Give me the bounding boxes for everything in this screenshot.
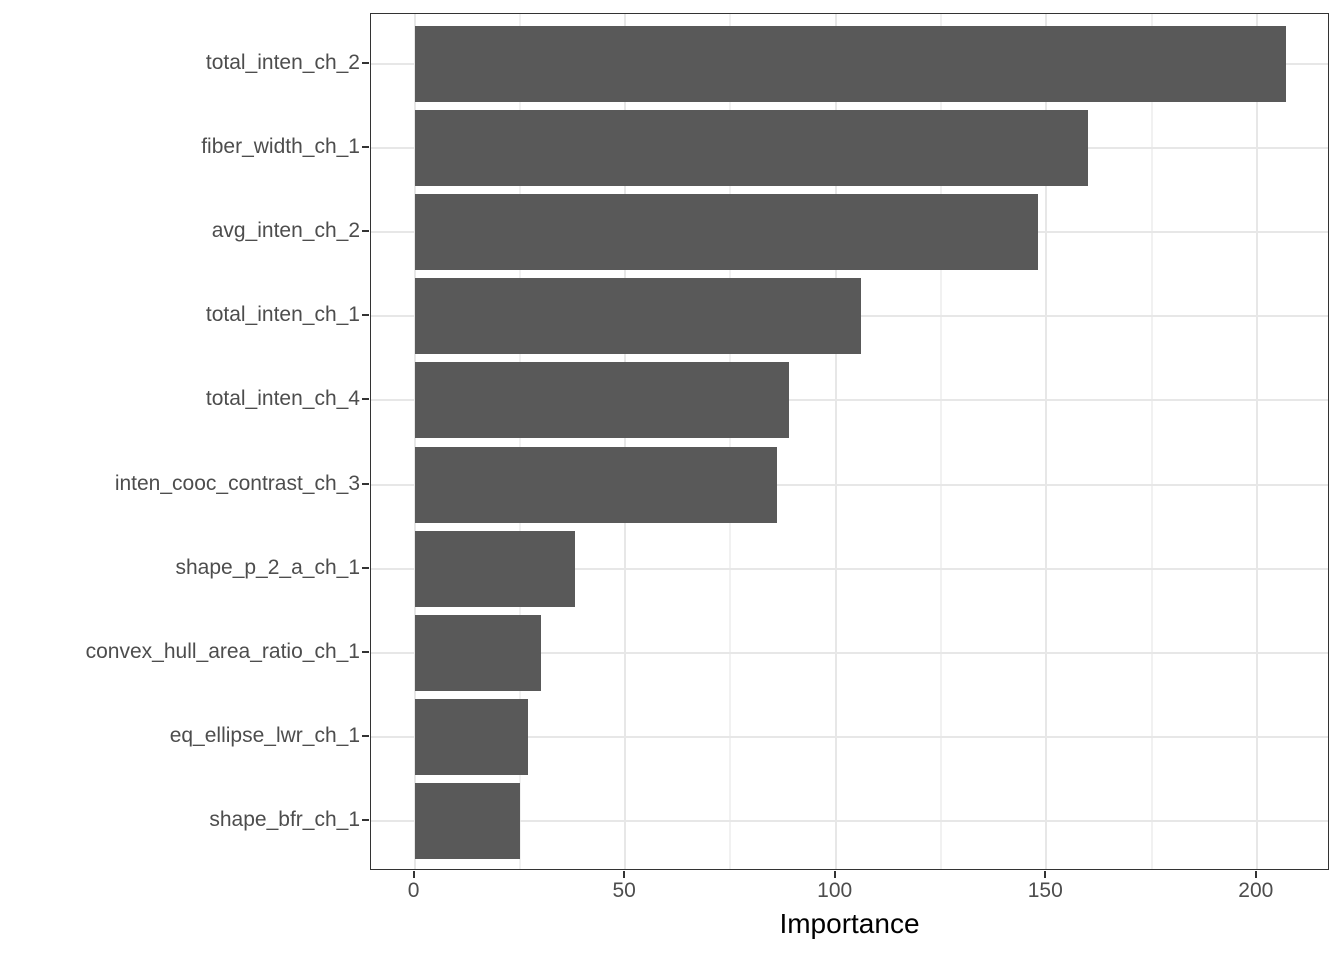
bar — [414, 194, 1038, 271]
gridline-vertical-minor — [729, 14, 732, 869]
bar — [414, 698, 529, 775]
gridline-horizontal-major — [371, 483, 1328, 486]
y-axis-tick-mark — [362, 62, 369, 65]
gridline-vertical-major — [834, 14, 837, 869]
bar — [414, 362, 790, 439]
gridline-horizontal-major — [371, 735, 1328, 738]
y-axis-label: total_inten_ch_1 — [205, 303, 360, 327]
bar — [414, 278, 861, 355]
gridline-vertical-minor — [1150, 14, 1153, 869]
gridline-vertical-major — [413, 14, 416, 869]
y-axis-label: total_inten_ch_2 — [205, 51, 360, 75]
x-axis-tick-mark — [412, 871, 415, 878]
y-axis-label: eq_ellipse_lwr_ch_1 — [169, 723, 360, 747]
gridline-horizontal-major — [371, 651, 1328, 654]
bar — [414, 446, 777, 523]
x-axis-tick-mark — [1254, 871, 1257, 878]
gridline-vertical-minor — [518, 14, 521, 869]
y-axis-tick-mark — [362, 230, 369, 233]
x-axis-tick-mark — [623, 871, 626, 878]
y-axis-label: shape_p_2_a_ch_1 — [175, 555, 360, 579]
y-axis-label: inten_cooc_contrast_ch_3 — [114, 471, 360, 495]
x-axis-tick-mark — [1044, 871, 1047, 878]
gridline-vertical-minor — [939, 14, 942, 869]
y-axis-tick-mark — [362, 482, 369, 485]
y-axis-tick-mark — [362, 398, 369, 401]
x-axis-tick-label: 150 — [1027, 879, 1063, 902]
bar — [414, 110, 1089, 187]
gridline-horizontal-major — [371, 819, 1328, 822]
y-axis-label: shape_bfr_ch_1 — [209, 807, 360, 831]
y-axis-label: convex_hull_area_ratio_ch_1 — [85, 639, 360, 663]
y-axis-tick-mark — [362, 818, 369, 821]
x-axis-tick-label: 0 — [407, 879, 420, 902]
bar — [414, 782, 520, 859]
x-axis-tick-mark — [833, 871, 836, 878]
y-axis-tick-mark — [362, 650, 369, 653]
bar — [414, 530, 575, 607]
bar — [414, 614, 541, 691]
y-axis-tick-mark — [362, 566, 369, 569]
y-axis-label: fiber_width_ch_1 — [201, 135, 360, 159]
x-axis-tick-label: 50 — [612, 879, 636, 902]
x-axis-title: Importance — [779, 908, 920, 939]
bar — [414, 26, 1287, 103]
x-axis-tick-label: 100 — [817, 879, 853, 902]
gridline-horizontal-major — [371, 399, 1328, 402]
y-axis-label: total_inten_ch_4 — [205, 387, 360, 411]
gridline-vertical-major — [1255, 14, 1258, 869]
y-axis-tick-mark — [362, 314, 369, 317]
plot-panel — [370, 13, 1329, 870]
y-axis-label: avg_inten_ch_2 — [211, 219, 360, 243]
y-axis-tick-mark — [362, 734, 369, 737]
gridline-vertical-major — [1045, 14, 1048, 869]
x-axis-tick-label: 200 — [1238, 879, 1274, 902]
gridline-vertical-major — [624, 14, 627, 869]
y-axis-tick-mark — [362, 146, 369, 149]
gridline-horizontal-major — [371, 567, 1328, 570]
